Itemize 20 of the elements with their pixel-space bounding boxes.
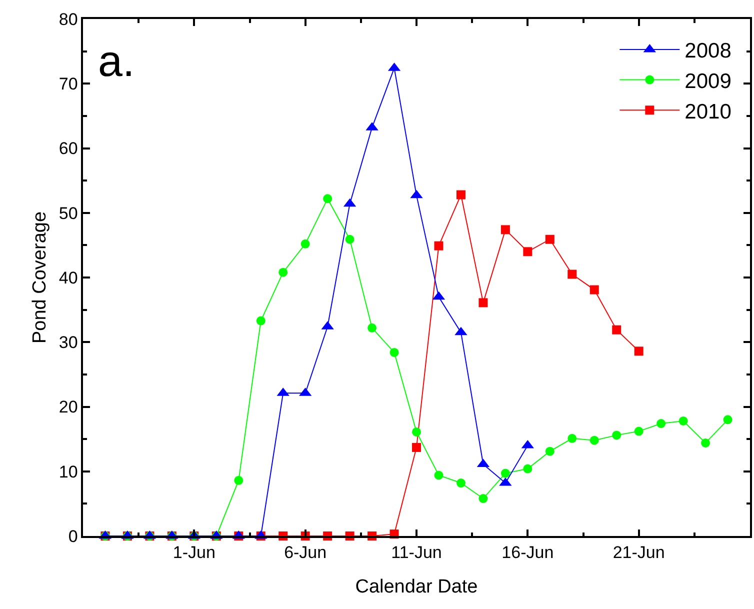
legend-label: 2009 — [684, 70, 732, 93]
x-tick-label: 1-Jun — [172, 543, 216, 562]
x-axis-title: Calendar Date — [355, 576, 478, 598]
y-tick-label: 0 — [68, 526, 78, 546]
y-axis-title: Pond Coverage — [29, 211, 50, 344]
legend-label: 2008 — [684, 40, 732, 63]
y-tick-label: 60 — [58, 139, 78, 158]
y-tick-label: 50 — [58, 204, 78, 223]
y-tick-label: 30 — [58, 333, 78, 352]
x-tick-label: 21-Jun — [612, 543, 665, 562]
x-tick-label: 16-Jun — [502, 543, 554, 562]
y-tick-label: 20 — [58, 398, 78, 417]
x-tick-label: 11-Jun — [391, 543, 442, 562]
y-tick-label: 70 — [58, 74, 78, 94]
y-tick-label: 10 — [58, 462, 78, 482]
y-tick-label: 40 — [58, 268, 78, 288]
y-tick-label: 80 — [58, 10, 78, 29]
annotation: a. — [98, 37, 135, 86]
x-tick-label: 6-Jun — [284, 543, 327, 562]
legend-label: 2010 — [684, 100, 732, 124]
